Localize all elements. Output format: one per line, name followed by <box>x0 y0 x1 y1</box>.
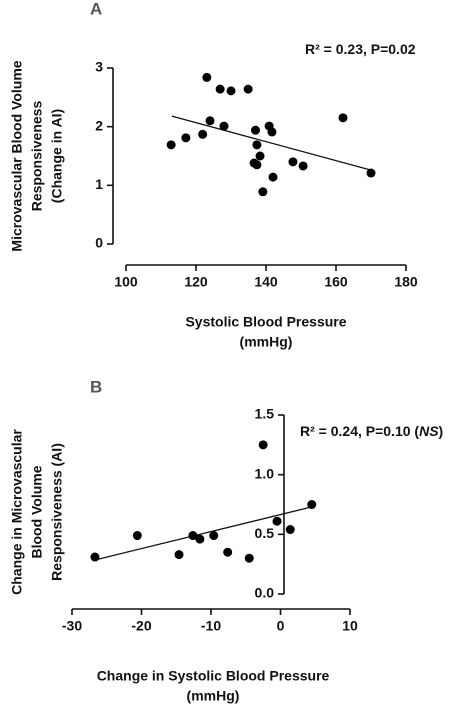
y-axis-title: Microvascular Blood Volume <box>9 60 25 251</box>
y-axis-title: (Change in AI) <box>49 109 65 203</box>
y-tick-label: 0.0 <box>255 585 275 601</box>
data-point <box>188 531 198 541</box>
annotation-part: NS <box>419 423 439 439</box>
data-point <box>338 113 348 123</box>
data-point <box>244 553 254 563</box>
data-point <box>215 84 225 94</box>
data-point <box>202 72 212 82</box>
data-point <box>285 525 295 535</box>
fit-line <box>94 506 312 561</box>
data-point <box>267 127 277 137</box>
x-tick-label: -10 <box>201 618 221 634</box>
x-tick-label: -30 <box>62 618 82 634</box>
x-tick-label: 100 <box>114 274 138 290</box>
data-point <box>219 121 229 131</box>
x-axis-title: Systolic Blood Pressure <box>185 314 346 330</box>
panel-label: A <box>90 0 102 18</box>
y-tick-label: 1.0 <box>255 465 275 481</box>
annotation-part: R² = 0.24, P=0.10 ( <box>300 423 419 439</box>
data-point <box>223 547 233 557</box>
x-axis-title: Change in Systolic Blood Pressure <box>97 668 330 684</box>
y-tick-label: 0 <box>95 235 103 251</box>
y-tick-label: 0.5 <box>255 525 275 541</box>
data-point <box>307 500 317 509</box>
data-point <box>205 116 215 126</box>
x-axis-title: (mmHg) <box>187 688 240 704</box>
x-tick-label: 160 <box>324 274 348 290</box>
data-point <box>174 550 184 560</box>
data-point <box>243 84 253 94</box>
x-axis-title: (mmHg) <box>240 334 293 350</box>
data-point <box>166 140 176 150</box>
data-point <box>288 157 298 167</box>
y-tick-label: 3 <box>95 59 103 75</box>
x-tick-label: 10 <box>342 618 358 634</box>
data-point <box>252 160 262 170</box>
annotation-part: R² = 0.23, P=0.02 <box>305 41 416 57</box>
panel-label: B <box>90 377 102 396</box>
y-axis-title: Responsiveness <box>29 101 45 212</box>
annotation-part: ) <box>439 423 444 439</box>
data-point <box>226 86 236 96</box>
y-tick-label: 1.5 <box>255 406 275 422</box>
y-axis-title: Change in Microvascular <box>9 429 25 595</box>
data-point <box>366 168 376 178</box>
x-tick-label: 180 <box>394 274 418 290</box>
data-point <box>252 140 262 150</box>
y-tick-label: 2 <box>95 117 103 133</box>
data-point <box>90 552 100 562</box>
x-tick-label: 120 <box>184 274 208 290</box>
data-point <box>258 440 268 450</box>
x-tick-label: 140 <box>254 274 278 290</box>
data-point <box>258 187 268 197</box>
data-point <box>209 531 219 541</box>
data-point <box>198 129 208 139</box>
data-point <box>298 161 308 171</box>
data-point <box>132 531 142 541</box>
data-point <box>251 125 260 135</box>
data-point <box>195 534 205 544</box>
data-point <box>268 172 278 182</box>
data-point <box>255 151 265 161</box>
annotation: R² = 0.23, P=0.02 <box>305 41 416 57</box>
y-axis-title: Blood Volume <box>29 465 45 558</box>
data-point <box>272 516 282 526</box>
x-tick-label: -20 <box>131 618 151 634</box>
y-tick-label: 1 <box>95 176 103 192</box>
x-tick-label: 0 <box>277 618 285 634</box>
data-point <box>181 133 191 143</box>
annotation: R² = 0.24, P=0.10 (NS) <box>300 423 443 439</box>
y-axis-title: Responsiveness (AI) <box>49 443 65 581</box>
fit-line <box>171 115 372 171</box>
